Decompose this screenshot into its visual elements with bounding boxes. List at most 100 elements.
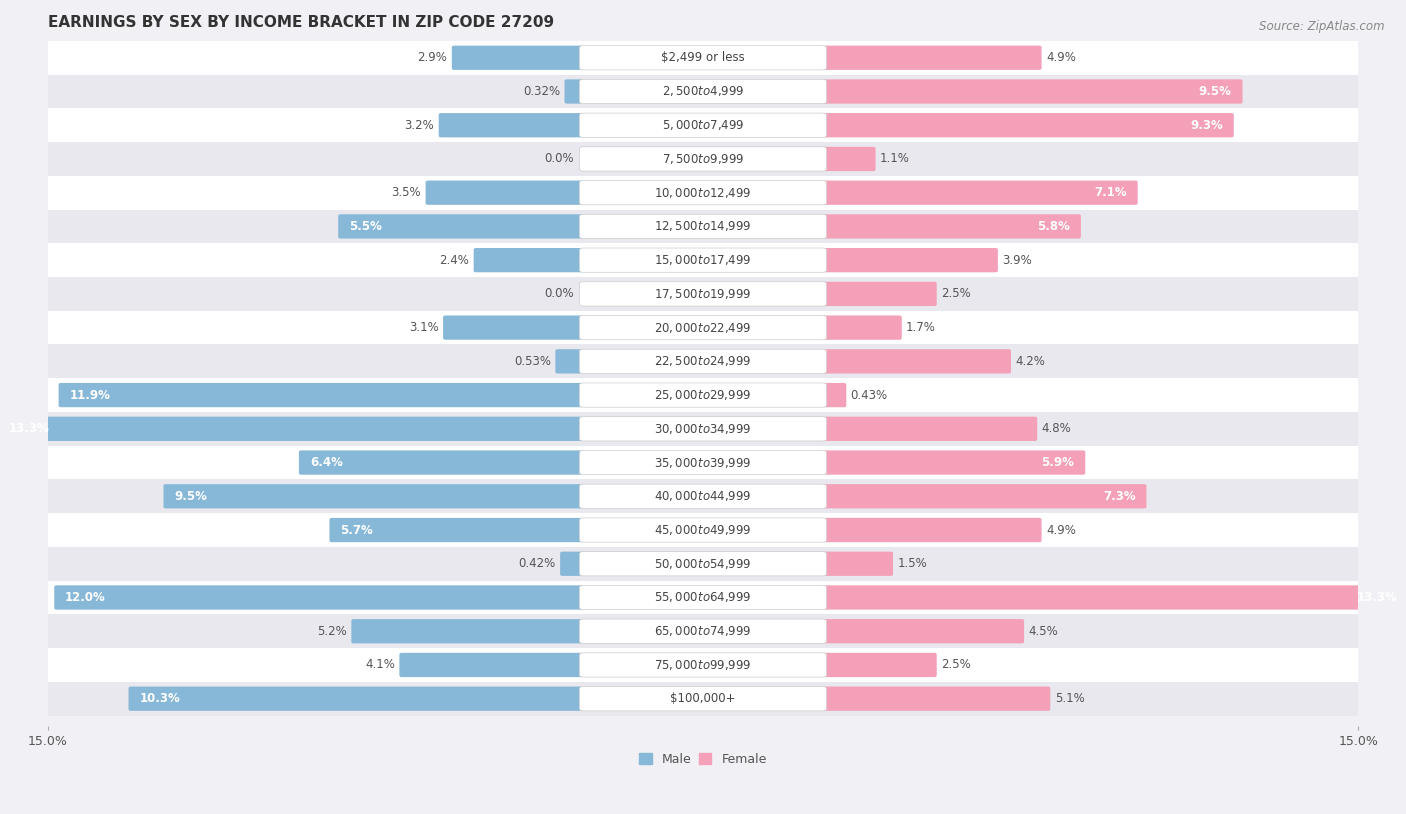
Bar [48, 513, 1358, 547]
FancyBboxPatch shape [823, 518, 1042, 542]
Text: $2,499 or less: $2,499 or less [661, 51, 745, 64]
FancyBboxPatch shape [823, 653, 936, 677]
Text: $100,000+: $100,000+ [671, 692, 735, 705]
FancyBboxPatch shape [352, 619, 583, 643]
Bar [48, 412, 1358, 446]
Bar [48, 209, 1358, 243]
Text: 2.5%: 2.5% [941, 287, 972, 300]
Text: 5.2%: 5.2% [318, 624, 347, 637]
Text: $15,000 to $17,499: $15,000 to $17,499 [654, 253, 752, 267]
Text: 9.5%: 9.5% [1199, 85, 1232, 98]
Text: $65,000 to $74,999: $65,000 to $74,999 [654, 624, 752, 638]
FancyBboxPatch shape [579, 113, 827, 138]
Text: 4.8%: 4.8% [1042, 422, 1071, 435]
Bar [48, 108, 1358, 142]
Text: 7.3%: 7.3% [1102, 490, 1136, 503]
FancyBboxPatch shape [823, 282, 936, 306]
Text: $20,000 to $22,499: $20,000 to $22,499 [654, 321, 752, 335]
FancyBboxPatch shape [443, 316, 583, 339]
Bar [48, 176, 1358, 209]
FancyBboxPatch shape [823, 686, 1050, 711]
Text: 2.5%: 2.5% [941, 659, 972, 672]
FancyBboxPatch shape [579, 619, 827, 643]
Text: 1.1%: 1.1% [880, 152, 910, 165]
Text: 6.4%: 6.4% [309, 456, 343, 469]
Text: $50,000 to $54,999: $50,000 to $54,999 [654, 557, 752, 571]
Bar [48, 41, 1358, 75]
Text: 5.7%: 5.7% [340, 523, 373, 536]
FancyBboxPatch shape [823, 248, 998, 273]
Text: $75,000 to $99,999: $75,000 to $99,999 [654, 658, 752, 672]
Text: 0.0%: 0.0% [544, 152, 574, 165]
Text: 9.3%: 9.3% [1189, 119, 1223, 132]
FancyBboxPatch shape [823, 214, 1081, 239]
Bar [48, 277, 1358, 311]
Legend: Male, Female: Male, Female [634, 748, 772, 771]
FancyBboxPatch shape [579, 484, 827, 509]
FancyBboxPatch shape [579, 349, 827, 374]
FancyBboxPatch shape [329, 518, 583, 542]
FancyBboxPatch shape [823, 181, 1137, 205]
FancyBboxPatch shape [823, 450, 1085, 475]
Text: $30,000 to $34,999: $30,000 to $34,999 [654, 422, 752, 435]
Text: 0.53%: 0.53% [515, 355, 551, 368]
FancyBboxPatch shape [823, 383, 846, 407]
FancyBboxPatch shape [55, 585, 583, 610]
Bar [48, 446, 1358, 479]
Text: 13.3%: 13.3% [1357, 591, 1398, 604]
Text: 0.32%: 0.32% [523, 85, 560, 98]
FancyBboxPatch shape [59, 383, 583, 407]
Text: 1.5%: 1.5% [897, 558, 927, 571]
Text: 3.1%: 3.1% [409, 322, 439, 334]
Text: $17,500 to $19,999: $17,500 to $19,999 [654, 287, 752, 301]
Bar [48, 682, 1358, 716]
FancyBboxPatch shape [0, 417, 583, 441]
FancyBboxPatch shape [823, 484, 1146, 509]
Bar [48, 142, 1358, 176]
FancyBboxPatch shape [579, 417, 827, 441]
FancyBboxPatch shape [579, 518, 827, 542]
Text: 0.43%: 0.43% [851, 388, 887, 401]
Bar [48, 243, 1358, 277]
FancyBboxPatch shape [823, 619, 1024, 643]
FancyBboxPatch shape [163, 484, 583, 509]
Text: $55,000 to $64,999: $55,000 to $64,999 [654, 590, 752, 605]
Text: 2.9%: 2.9% [418, 51, 447, 64]
Text: $12,500 to $14,999: $12,500 to $14,999 [654, 220, 752, 234]
Text: $22,500 to $24,999: $22,500 to $24,999 [654, 354, 752, 369]
FancyBboxPatch shape [579, 79, 827, 103]
Bar [48, 75, 1358, 108]
Text: 4.2%: 4.2% [1015, 355, 1045, 368]
FancyBboxPatch shape [823, 552, 893, 575]
FancyBboxPatch shape [399, 653, 583, 677]
FancyBboxPatch shape [823, 417, 1038, 441]
FancyBboxPatch shape [426, 181, 583, 205]
FancyBboxPatch shape [823, 46, 1042, 70]
FancyBboxPatch shape [823, 316, 901, 339]
Bar [48, 344, 1358, 379]
Text: $7,500 to $9,999: $7,500 to $9,999 [662, 152, 744, 166]
FancyBboxPatch shape [579, 46, 827, 70]
Text: 12.0%: 12.0% [65, 591, 105, 604]
Text: 3.9%: 3.9% [1002, 254, 1032, 267]
Text: EARNINGS BY SEX BY INCOME BRACKET IN ZIP CODE 27209: EARNINGS BY SEX BY INCOME BRACKET IN ZIP… [48, 15, 554, 30]
Text: 10.3%: 10.3% [139, 692, 180, 705]
Text: 3.2%: 3.2% [405, 119, 434, 132]
FancyBboxPatch shape [579, 282, 827, 306]
FancyBboxPatch shape [823, 113, 1234, 138]
FancyBboxPatch shape [299, 450, 583, 475]
FancyBboxPatch shape [579, 450, 827, 475]
FancyBboxPatch shape [579, 181, 827, 205]
Text: 4.9%: 4.9% [1046, 51, 1076, 64]
FancyBboxPatch shape [579, 686, 827, 711]
Text: 5.9%: 5.9% [1042, 456, 1074, 469]
FancyBboxPatch shape [339, 214, 583, 239]
FancyBboxPatch shape [579, 248, 827, 273]
FancyBboxPatch shape [579, 653, 827, 677]
Text: 3.5%: 3.5% [392, 186, 422, 199]
Text: $25,000 to $29,999: $25,000 to $29,999 [654, 388, 752, 402]
FancyBboxPatch shape [579, 214, 827, 239]
Bar [48, 311, 1358, 344]
Text: 0.0%: 0.0% [544, 287, 574, 300]
Text: 7.1%: 7.1% [1094, 186, 1126, 199]
